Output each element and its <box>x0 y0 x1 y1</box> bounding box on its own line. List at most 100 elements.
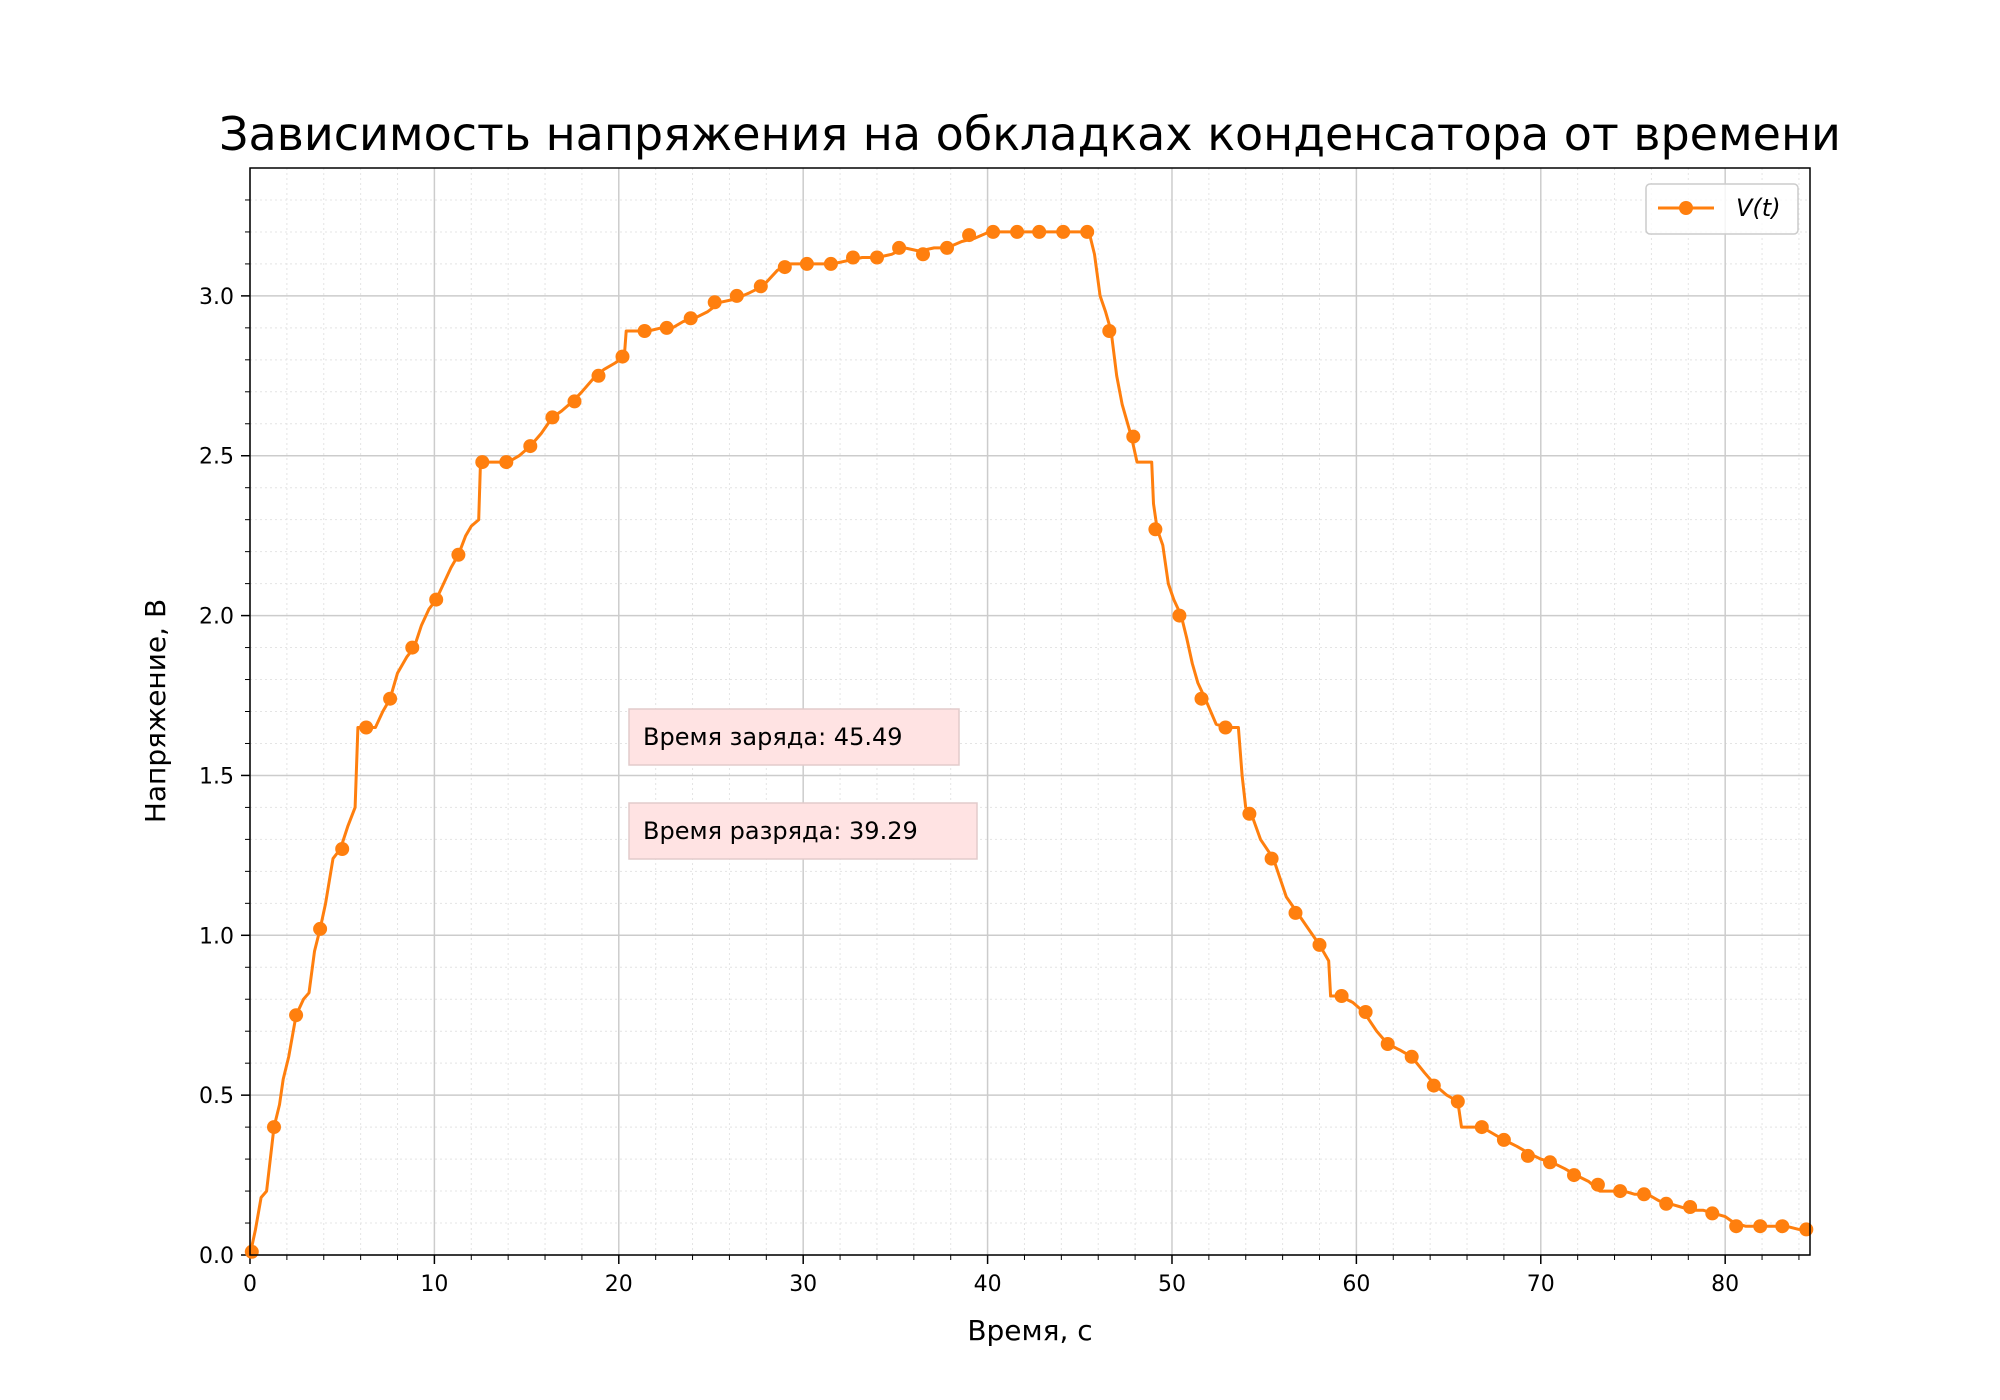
data-point <box>729 288 744 303</box>
data-point <box>1102 324 1117 338</box>
data-point <box>1426 1078 1441 1093</box>
data-point <box>1288 905 1303 920</box>
y-tick-label: 1.5 <box>199 764 234 789</box>
data-point <box>499 455 514 470</box>
x-tick-label: 20 <box>605 1272 633 1297</box>
data-point <box>659 320 674 335</box>
annotation-discharge-time: Время разряда: 39.29 <box>628 802 978 860</box>
data-point <box>313 921 328 936</box>
legend-marker-sample <box>1679 201 1693 215</box>
x-tick-label: 50 <box>1158 1272 1186 1297</box>
data-point <box>1404 1049 1419 1064</box>
y-tick-label: 2.5 <box>199 445 234 470</box>
data-point <box>1218 720 1233 735</box>
data-point <box>1474 1120 1489 1135</box>
x-tick-label: 60 <box>1342 1272 1370 1297</box>
data-point <box>429 592 444 607</box>
data-point <box>1194 691 1209 706</box>
data-point <box>523 439 538 454</box>
x-axis-title: Время, с <box>967 1314 1092 1347</box>
data-point <box>405 640 420 655</box>
data-point <box>892 240 907 255</box>
data-point <box>1126 429 1141 444</box>
annotation-charge-time: Время заряда: 45.49 <box>628 708 960 766</box>
data-point <box>1520 1148 1535 1163</box>
data-point <box>1172 608 1187 623</box>
data-point <box>962 228 977 243</box>
y-tick-label: 3.0 <box>199 285 234 310</box>
data-point <box>753 279 768 294</box>
tick-labels: 0 10 20 30 40 50 60 70 80 0.0 0.5 1.0 1.5 2.0 2.5 3.0 <box>199 285 1739 1297</box>
series-v-t <box>244 224 1814 1259</box>
y-tick-label: 0.0 <box>199 1244 234 1269</box>
data-point <box>823 256 838 271</box>
data-point <box>1010 224 1025 239</box>
data-point <box>567 394 582 409</box>
data-point <box>1613 1184 1628 1199</box>
data-point <box>637 324 652 338</box>
plot-frame <box>249 167 1811 1256</box>
data-point <box>846 250 860 265</box>
data-point <box>1496 1132 1511 1147</box>
axis-ticks <box>241 199 1800 1264</box>
data-point <box>591 368 606 383</box>
data-point <box>1705 1206 1720 1221</box>
data-point <box>244 1244 259 1259</box>
data-point <box>1242 806 1257 821</box>
y-axis-title: Напряжение, В <box>139 599 172 823</box>
data-point <box>1312 937 1327 952</box>
data-point <box>1567 1168 1581 1183</box>
legend-label-prefix: V( <box>1736 194 1763 222</box>
legend: V(t) <box>1645 183 1799 235</box>
x-tick-label: 80 <box>1711 1272 1739 1297</box>
data-point <box>777 260 792 275</box>
data-point <box>1358 1005 1373 1019</box>
data-point <box>1590 1177 1605 1192</box>
data-point <box>267 1120 281 1135</box>
legend-label-suffix: ) <box>1769 194 1780 222</box>
x-tick-label: 40 <box>974 1272 1002 1297</box>
annotation-charge-box <box>628 708 960 766</box>
annotation-charge-text: Время заряда: 45.49 <box>643 723 903 751</box>
data-point <box>615 349 630 364</box>
data-point <box>1380 1037 1395 1051</box>
annotation-discharge-box <box>628 802 978 860</box>
annotation-discharge-text: Время разряда: 39.29 <box>643 817 918 845</box>
data-point <box>1264 851 1279 866</box>
legend-label: V(t) <box>1736 194 1781 222</box>
data-point <box>1543 1155 1557 1170</box>
data-point <box>940 240 954 255</box>
legend-box <box>1645 183 1799 235</box>
legend-label-var: t <box>1762 194 1773 222</box>
data-point <box>683 311 698 326</box>
data-point <box>289 1008 304 1023</box>
data-point <box>1799 1222 1814 1237</box>
data-point <box>799 256 814 271</box>
data-point <box>1334 989 1349 1003</box>
data-point <box>1032 224 1047 239</box>
data-point <box>1729 1219 1744 1234</box>
data-point <box>1056 224 1071 239</box>
data-point <box>335 842 350 856</box>
x-tick-label: 30 <box>789 1272 817 1297</box>
data-point <box>1659 1196 1674 1211</box>
data-point <box>707 295 722 310</box>
data-point <box>1753 1219 1768 1234</box>
data-point <box>870 250 884 265</box>
data-point <box>1775 1219 1790 1234</box>
x-tick-label: 0 <box>243 1272 257 1297</box>
data-point <box>359 720 374 735</box>
data-point <box>1148 522 1163 537</box>
y-tick-label: 1.0 <box>199 924 234 949</box>
data-point <box>1637 1187 1651 1202</box>
data-point <box>383 691 398 706</box>
chart-title: Зависимость напряжения на обкладках конд… <box>219 107 1841 161</box>
x-tick-label: 10 <box>420 1272 448 1297</box>
y-tick-label: 2.0 <box>199 605 234 630</box>
data-point <box>451 547 466 562</box>
data-point <box>1450 1094 1465 1109</box>
data-point <box>1080 224 1095 239</box>
data-point <box>475 455 490 470</box>
x-tick-label: 70 <box>1527 1272 1555 1297</box>
